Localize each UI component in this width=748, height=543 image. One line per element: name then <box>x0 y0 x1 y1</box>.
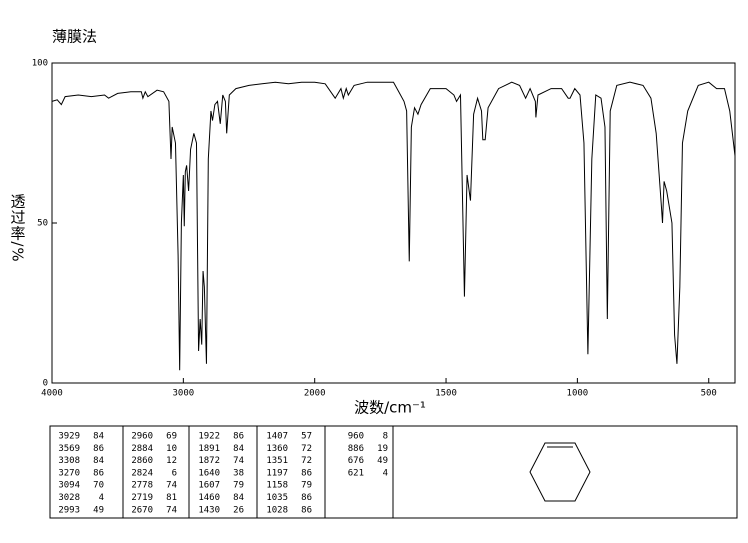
peak-wavenumber: 1891 <box>198 444 220 454</box>
peak-transmittance: 74 <box>233 456 244 466</box>
peak-transmittance: 86 <box>93 468 104 478</box>
ring <box>529 442 591 502</box>
x-tick-label: 1500 <box>435 389 457 399</box>
peak-wavenumber: 2719 <box>131 493 153 503</box>
structure-cyclohexene <box>529 442 591 502</box>
peak-transmittance: 10 <box>166 444 177 454</box>
table-dividers <box>122 426 394 518</box>
peak-wavenumber: 2993 <box>58 505 80 515</box>
peak-transmittance: 84 <box>93 432 104 442</box>
peak-wavenumber: 2824 <box>131 468 153 478</box>
peak-transmittance: 72 <box>301 456 312 466</box>
peak-wavenumber: 621 <box>348 468 364 478</box>
peak-wavenumber: 1872 <box>198 456 220 466</box>
peak-wavenumber: 1158 <box>266 481 288 491</box>
peak-wavenumber: 960 <box>348 432 364 442</box>
x-axis-label: 波数/cm⁻¹ <box>354 399 426 417</box>
peak-wavenumber: 1360 <box>266 444 288 454</box>
peak-transmittance: 84 <box>233 444 244 454</box>
peak-transmittance: 84 <box>93 456 104 466</box>
peak-wavenumber: 886 <box>348 444 364 454</box>
peak-wavenumber: 3270 <box>58 468 80 478</box>
peak-wavenumber: 3569 <box>58 444 80 454</box>
peak-wavenumber: 3929 <box>58 432 80 442</box>
peak-transmittance: 79 <box>233 481 244 491</box>
peak-wavenumber: 2670 <box>131 505 153 515</box>
plot-frame <box>51 62 736 384</box>
peak-wavenumber: 3094 <box>58 481 80 491</box>
y-axis-label: 透过率/% <box>9 193 27 262</box>
peak-wavenumber: 676 <box>348 456 364 466</box>
y-tick-label: 100 <box>32 59 48 69</box>
peak-wavenumber: 1640 <box>198 468 220 478</box>
peak-transmittance: 38 <box>233 468 244 478</box>
peak-wavenumber: 2884 <box>131 444 153 454</box>
peak-transmittance: 86 <box>301 493 312 503</box>
peak-transmittance: 8 <box>383 432 388 442</box>
peak-transmittance: 6 <box>172 468 177 478</box>
peak-transmittance: 19 <box>377 444 388 454</box>
peak-transmittance: 49 <box>377 456 388 466</box>
x-tick-label: 1000 <box>567 389 589 399</box>
peak-wavenumber: 2778 <box>131 481 153 491</box>
peak-transmittance: 86 <box>233 432 244 442</box>
peak-wavenumber: 1430 <box>198 505 220 515</box>
peak-transmittance: 12 <box>166 456 177 466</box>
peak-transmittance: 86 <box>93 444 104 454</box>
peak-wavenumber: 2860 <box>131 456 153 466</box>
peak-transmittance: 4 <box>99 493 104 503</box>
peak-wavenumber: 1460 <box>198 493 220 503</box>
y-tick-label: 0 <box>43 379 48 389</box>
peak-transmittance: 69 <box>166 432 177 442</box>
peak-transmittance: 49 <box>93 505 104 515</box>
peak-wavenumber: 1607 <box>198 481 220 491</box>
x-tick-label: 4000 <box>41 389 63 399</box>
spectrum-line <box>51 81 736 371</box>
peak-transmittance: 70 <box>93 481 104 491</box>
peak-wavenumber: 1407 <box>266 432 288 442</box>
peak-transmittance: 81 <box>166 493 177 503</box>
peak-transmittance: 72 <box>301 444 312 454</box>
peak-transmittance: 79 <box>301 481 312 491</box>
y-tick-label: 50 <box>37 219 48 229</box>
peak-transmittance: 4 <box>383 468 388 478</box>
peak-wavenumber: 2960 <box>131 432 153 442</box>
chart-title: 薄膜法 <box>52 28 97 46</box>
peak-wavenumber: 1351 <box>266 456 288 466</box>
peak-transmittance: 84 <box>233 493 244 503</box>
peak-transmittance: 86 <box>301 468 312 478</box>
peak-wavenumber: 1197 <box>266 468 288 478</box>
x-tick-label: 500 <box>701 389 717 399</box>
peak-transmittance: 74 <box>166 481 177 491</box>
peak-wavenumber: 1922 <box>198 432 220 442</box>
peak-transmittance: 26 <box>233 505 244 515</box>
peak-wavenumber: 3308 <box>58 456 80 466</box>
x-tick-label: 3000 <box>173 389 195 399</box>
x-tick-label: 2000 <box>304 389 326 399</box>
peak-transmittance: 74 <box>166 505 177 515</box>
peak-wavenumber: 3028 <box>58 493 80 503</box>
peak-wavenumber: 1028 <box>266 505 288 515</box>
peak-transmittance: 86 <box>301 505 312 515</box>
peak-wavenumber: 1035 <box>266 493 288 503</box>
peak-transmittance: 57 <box>301 432 312 442</box>
